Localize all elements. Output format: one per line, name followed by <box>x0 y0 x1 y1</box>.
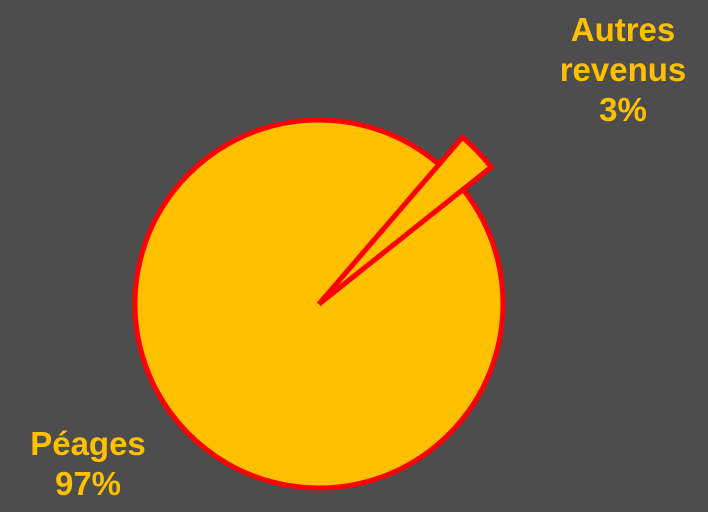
slice-label-peages: Péages 97% <box>8 424 168 504</box>
slice-label-autres-line-1: Autres <box>570 11 676 48</box>
pie-slice-0 <box>317 133 495 306</box>
slice-value-autres: 3% <box>599 91 647 128</box>
slice-label-autres-line-2: revenus <box>559 51 687 88</box>
slice-label-autres-revenus: Autres revenus 3% <box>538 10 708 130</box>
slice-label-peages-line-1: Péages <box>30 425 146 462</box>
slice-value-peages: 97% <box>54 465 122 502</box>
